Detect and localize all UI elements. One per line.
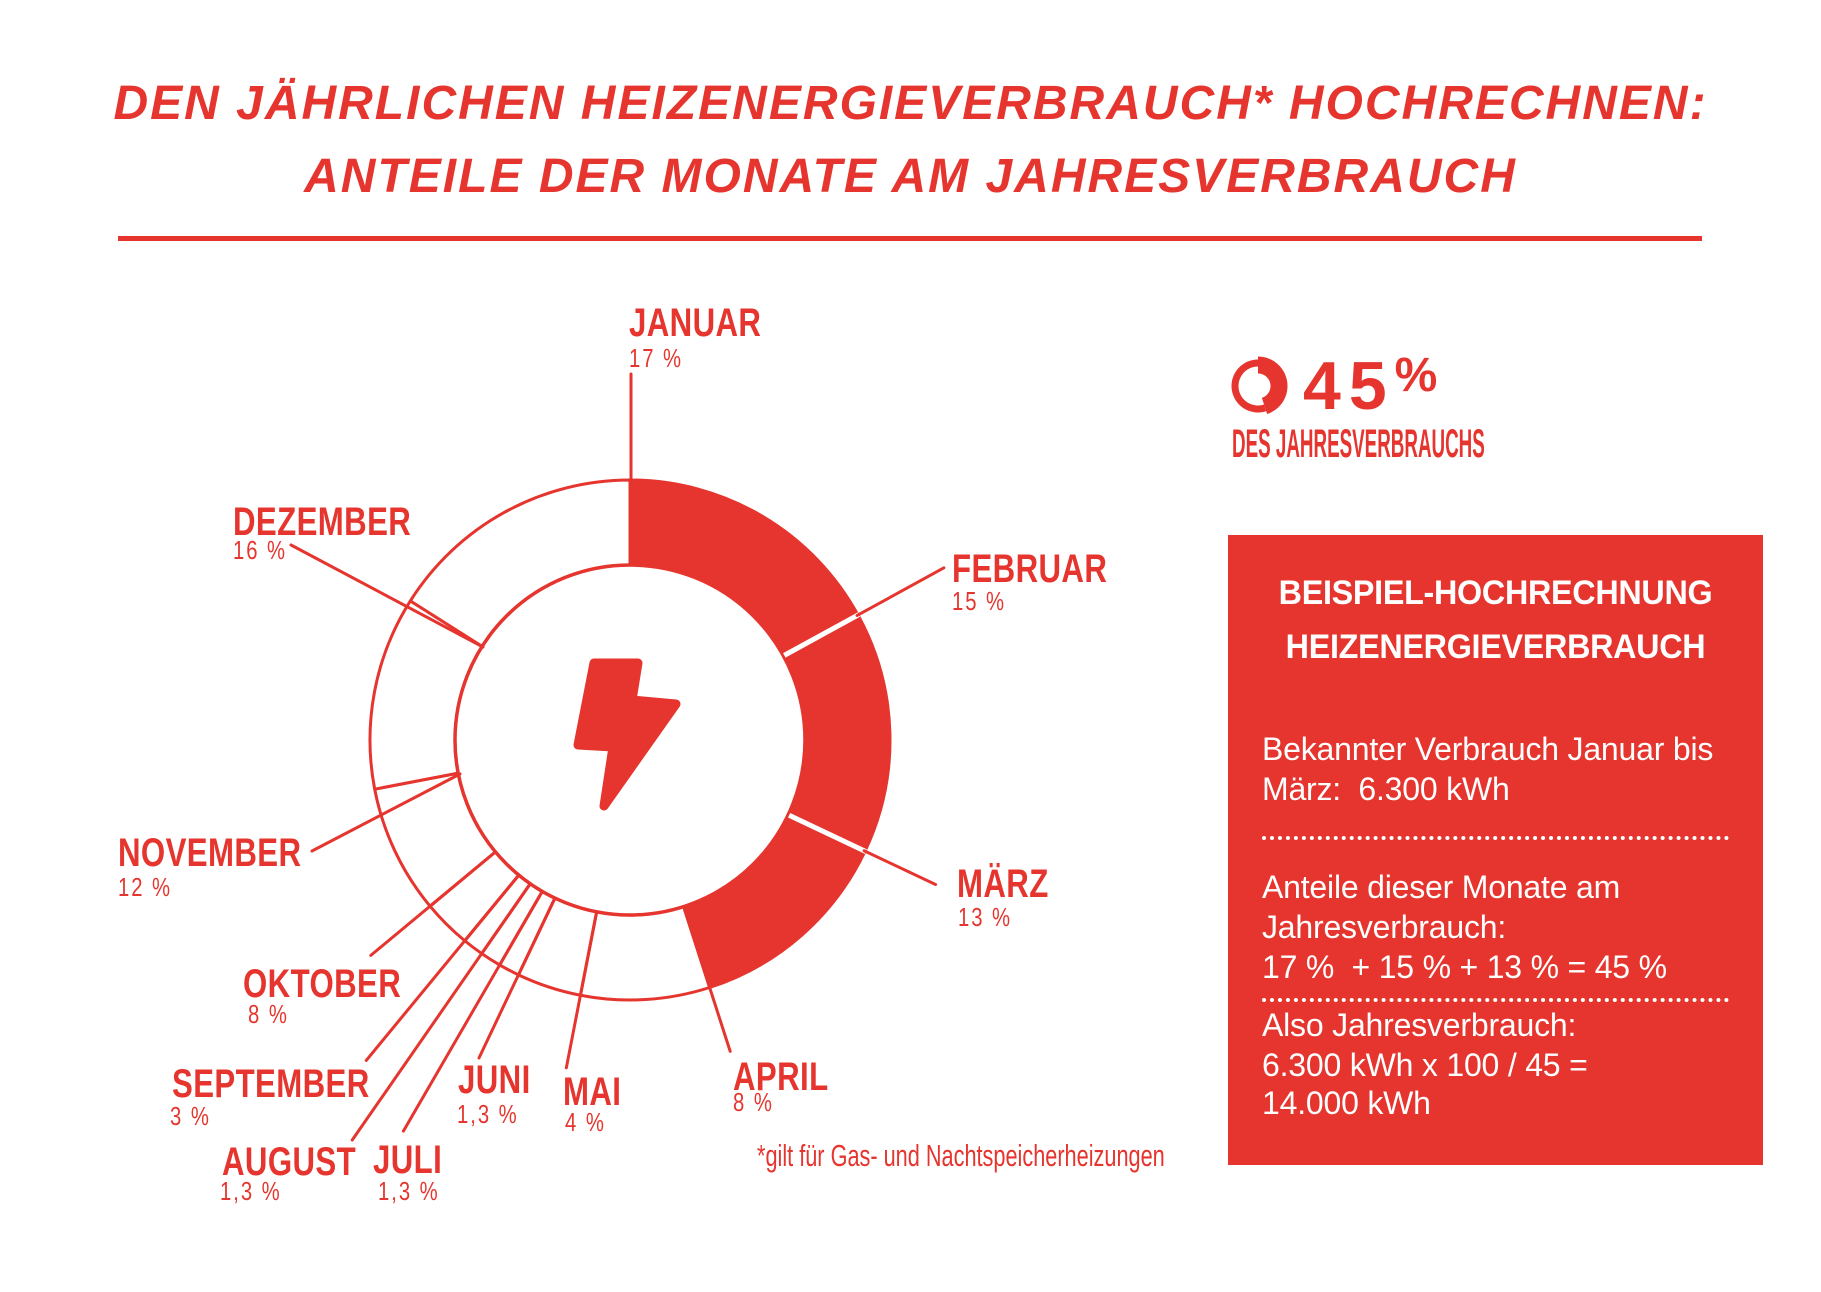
leader-line-dezember	[289, 543, 485, 649]
month-label-november: NOVEMBER	[118, 831, 302, 875]
month-label-januar: JANUAR	[629, 301, 762, 345]
title-divider-rule	[118, 236, 1702, 241]
leader-line-juli	[401, 890, 544, 1133]
mini-donut-ring-arc	[1231, 359, 1267, 413]
stat-caption: DES JAHRESVERBRAUCHS	[1232, 422, 1485, 466]
page-title-line2: ANTEILE DER MONATE AM JAHRESVERBRAUCH	[304, 150, 1517, 203]
leader-line-juni	[477, 897, 556, 1060]
box-shares-line2: Jahresverbrauch:	[1262, 909, 1507, 945]
box-result-line3: 14.000 kWh	[1262, 1085, 1431, 1121]
leader-line-august	[350, 883, 532, 1142]
box-title-line1: BEISPIEL-HOCHRECHNUNG	[1278, 574, 1713, 612]
lightning-bolt-icon	[573, 658, 681, 811]
month-percent-dezember: 16 %	[233, 535, 288, 565]
leader-line-april	[682, 906, 732, 1053]
stat-value: 45%	[1303, 348, 1438, 424]
box-shares-line1: Anteile dieser Monate am	[1262, 869, 1621, 905]
month-percent-september: 3 %	[170, 1101, 211, 1131]
mini-donut-icon	[1231, 356, 1288, 415]
page-title-line1: DEN JÄHRLICHEN HEIZENERGIEVERBRAUCH* HOC…	[113, 77, 1708, 130]
box-result-line2: 6.300 kWh x 100 / 45 =	[1262, 1047, 1588, 1083]
month-label-dezember: DEZEMBER	[233, 500, 412, 544]
month-label-mai: MAI	[563, 1070, 622, 1114]
month-percent-februar: 15 %	[952, 586, 1007, 616]
example-calculation-box: BEISPIEL-HOCHRECHNUNG HEIZENERGIEVERBRAU…	[1228, 535, 1763, 1165]
month-percent-november: 12 %	[118, 872, 173, 902]
month-percent-august: 1,3 %	[220, 1176, 282, 1206]
month-percent-mai: 4 %	[565, 1107, 606, 1137]
leader-line-november	[310, 772, 462, 853]
month-label-märz: MÄRZ	[957, 862, 1049, 906]
leader-line-mai	[564, 911, 598, 1070]
mini-donut-filled-arc	[1258, 356, 1288, 415]
box-known-consumption-line1: Bekannter Verbrauch Januar bis	[1262, 731, 1714, 767]
month-label-september: SEPTEMBER	[172, 1062, 370, 1106]
percent-sign: %	[1394, 349, 1438, 402]
leader-line-märz	[862, 849, 938, 887]
month-label-februar: FEBRUAR	[952, 547, 1108, 591]
month-percent-juni: 1,3 %	[457, 1099, 519, 1129]
dotted-separator-2	[1262, 998, 1729, 1002]
month-label-juni: JUNI	[458, 1058, 531, 1102]
white-divider-märz	[788, 812, 868, 854]
month-label-juli: JULI	[373, 1138, 443, 1182]
month-label-oktober: OKTOBER	[243, 962, 402, 1006]
month-label-august: AUGUST	[222, 1140, 357, 1184]
dotted-separator-1	[1262, 836, 1729, 840]
box-result-line1: Also Jahresverbrauch:	[1262, 1007, 1577, 1043]
month-percent-januar: 17 %	[629, 343, 684, 373]
month-label-april: APRIL	[733, 1055, 829, 1099]
month-percent-juli: 1,3 %	[378, 1176, 440, 1206]
footnote: *gilt für Gas- und Nachtspeicherheizunge…	[757, 1138, 1165, 1173]
box-known-consumption-line2: März: 6.300 kWh	[1262, 771, 1510, 807]
leader-line-september	[364, 874, 520, 1062]
white-divider-februar	[783, 612, 861, 658]
box-title-line2: HEIZENERGIEVERBRAUCH	[1285, 628, 1706, 666]
leader-line-februar	[855, 566, 946, 617]
month-percent-oktober: 8 %	[248, 999, 289, 1029]
month-percent-april: 8 %	[733, 1087, 774, 1117]
month-percent-märz: 13 %	[958, 902, 1013, 932]
leader-line-oktober	[369, 850, 497, 957]
box-shares-line3: 17 % + 15 % + 13 % = 45 %	[1262, 949, 1667, 985]
